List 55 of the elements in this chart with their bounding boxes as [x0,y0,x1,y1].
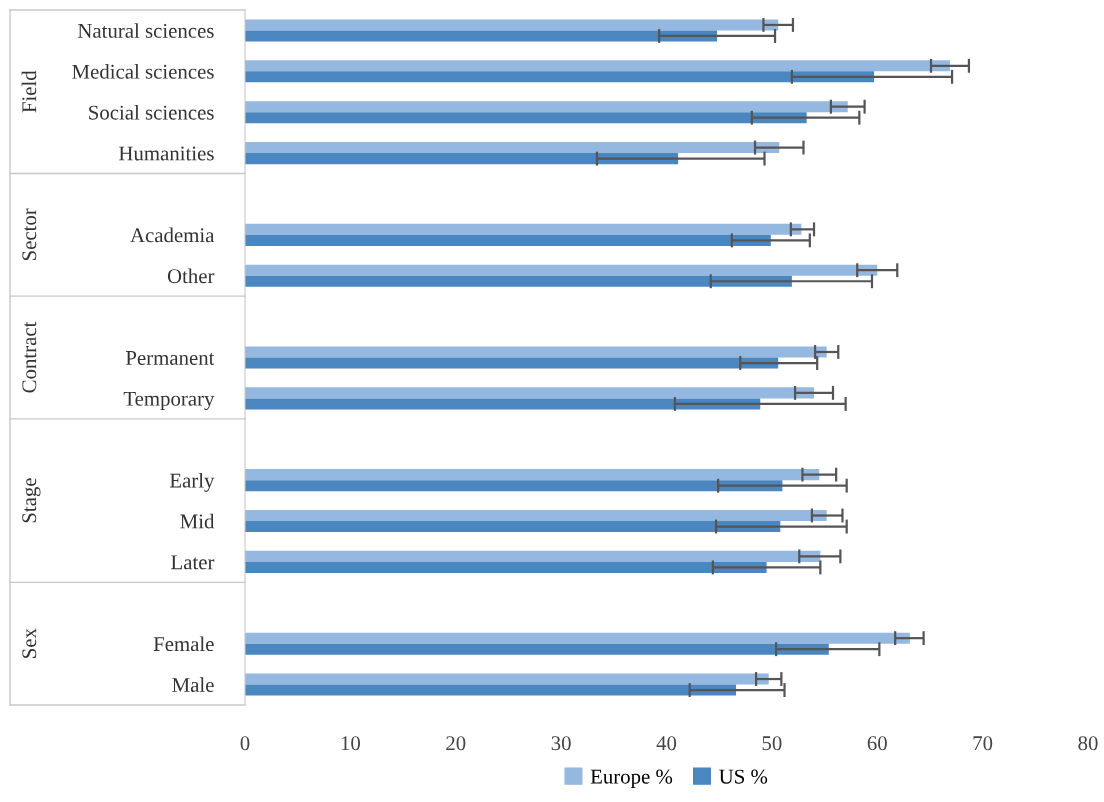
y-tick-label: Later [171,555,215,570]
bar [245,643,829,655]
x-tick-label: 20 [446,736,466,751]
y-tick-label: Mid [180,513,215,529]
bar [245,346,827,358]
x-tick-label: 50 [762,736,782,751]
bar [245,153,679,165]
bar [245,469,820,481]
y-tick-label: Other [167,268,215,284]
bar [245,550,821,562]
y-tick-label: Early [169,472,215,492]
x-tick-label: 60 [867,736,887,751]
text: Field [21,70,37,113]
y-tick-label: Temporary [123,391,215,411]
bar [245,275,792,287]
bar [245,142,780,154]
bar [245,684,737,696]
y-tick-label: Natural sciences [77,23,214,38]
bar [245,509,827,522]
x-tick-label: 40 [656,736,677,751]
bar [245,71,875,83]
text: Contract [22,321,37,393]
x-tick-label: 30 [551,736,571,751]
bar [245,264,878,276]
bar [245,387,815,399]
bar [245,19,779,31]
bar [245,673,769,685]
x-tick-label: 80 [1078,736,1098,751]
bar [245,561,767,573]
y-tick-label: Medical sciences [72,64,214,79]
legend-label: Europe % [590,769,673,788]
bar [245,398,761,410]
bar [245,112,807,124]
bar [245,480,783,492]
bar [245,30,718,42]
bar [245,101,848,113]
x-tick-label: 10 [341,736,360,751]
bar [245,234,771,246]
legend-label: US % [719,769,768,784]
bar [245,357,779,369]
y-tick-label: Male [172,677,214,692]
x-tick-label: 70 [973,736,993,751]
bar [245,60,950,72]
text: Sector [22,208,37,261]
y-tick-label: Humanities [118,146,214,161]
x-tick-label: 0 [240,736,250,751]
y-tick-label: Social sciences [89,104,214,120]
y-tick-label: Permanent [125,351,215,365]
bar [245,521,781,533]
bar [245,223,802,235]
y-tick-label: Academia [130,227,215,243]
y-tick-label: Female [153,636,214,652]
bar [245,632,910,644]
text: Stage [22,478,41,523]
text: Sex [22,628,37,658]
